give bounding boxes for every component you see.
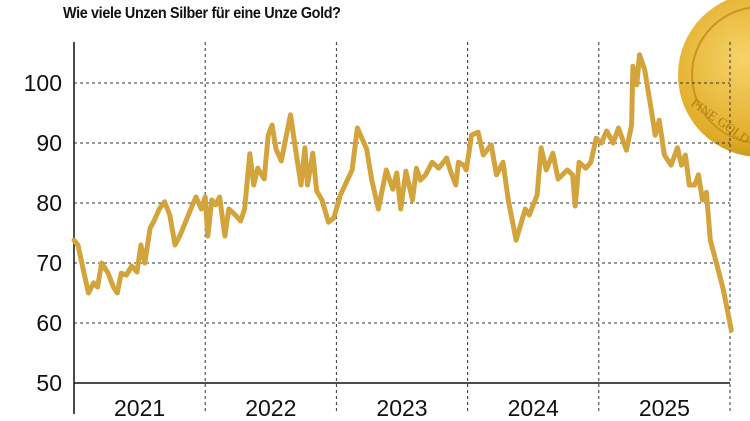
gold-coin-image: FINE GOLD (678, 0, 750, 157)
series-line (71, 52, 734, 333)
y-tick-label: 100 (24, 70, 62, 96)
x-tick-label: 2025 (639, 395, 690, 421)
y-tick-label: 80 (36, 190, 62, 216)
y-tick-label: 70 (36, 250, 62, 276)
x-tick-label: 2021 (114, 395, 165, 421)
y-tick-label: 90 (36, 130, 62, 156)
x-tick-label: 2024 (508, 395, 559, 421)
y-tick-label: 50 (36, 370, 62, 396)
x-tick-label: 2023 (376, 395, 427, 421)
x-tick-label: 2022 (245, 395, 296, 421)
y-tick-label: 60 (36, 310, 62, 336)
chart-title: Wie viele Unzen Silber für eine Unze Gol… (63, 5, 341, 22)
